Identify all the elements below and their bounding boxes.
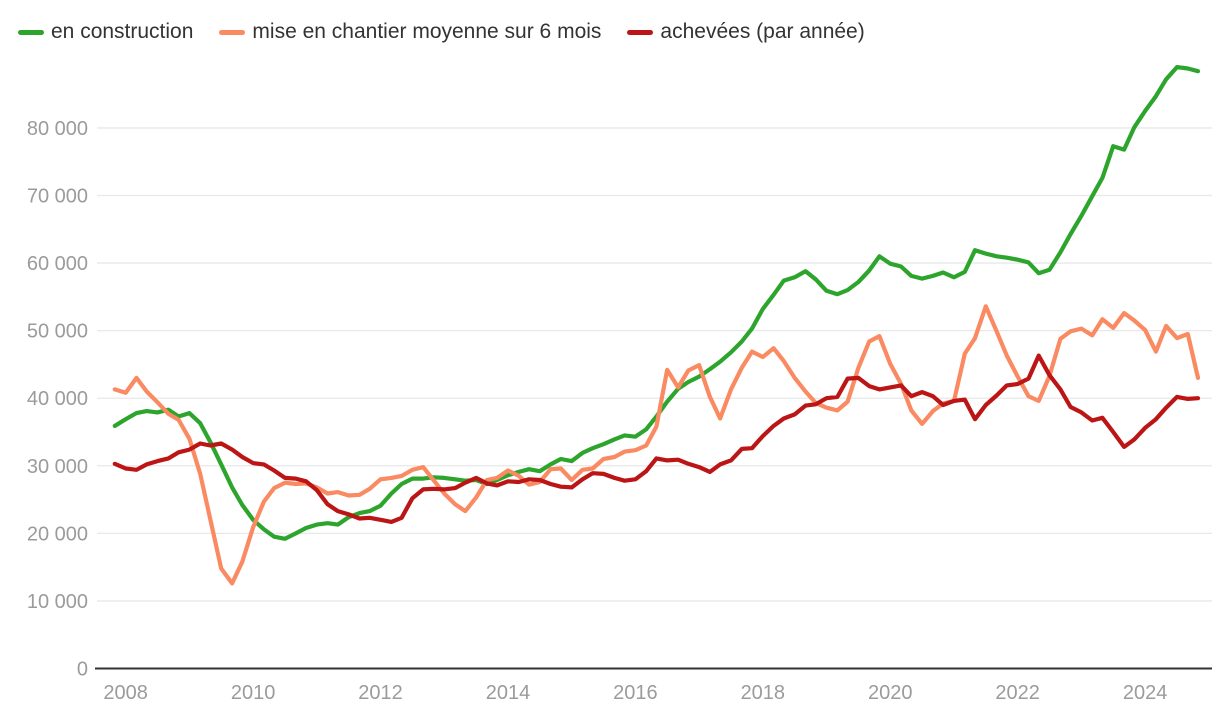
legend-swatch-green-icon: [18, 29, 44, 35]
y-axis-tick-label: 40 000: [27, 388, 88, 410]
legend-item-en-construction: en construction: [18, 20, 193, 44]
legend-swatch-darkred-icon: [627, 29, 654, 35]
legend-swatch-orange-icon: [219, 29, 246, 35]
x-axis-tick-label: 2020: [868, 682, 913, 704]
y-axis-tick-label: 30 000: [27, 456, 88, 478]
series-line-1: [112, 304, 1201, 586]
y-axis-tick-label: 10 000: [27, 591, 88, 613]
x-axis-tick-label: 2024: [1123, 682, 1168, 704]
y-axis-tick-label: 50 000: [27, 321, 88, 343]
x-axis-tick-label: 2018: [741, 682, 786, 704]
x-axis-tick-label: 2016: [613, 682, 658, 704]
x-axis-tick-label: 2010: [231, 682, 276, 704]
y-axis-tick-label: 0: [77, 659, 88, 681]
y-axis-tick-label: 20 000: [27, 523, 88, 545]
legend-label-mise-en-chantier: mise en chantier moyenne sur 6 mois: [252, 20, 602, 43]
series-line-2: [112, 353, 1201, 524]
y-axis-tick-label: 70 000: [27, 186, 88, 208]
x-axis-tick-label: 2008: [103, 682, 148, 704]
x-axis-tick-label: 2012: [358, 682, 403, 704]
legend-label-achevees: achevées (par année): [660, 20, 865, 43]
y-axis-tick-label: 60 000: [27, 253, 88, 275]
legend-label-en-construction: en construction: [51, 20, 194, 43]
legend: en construction mise en chantier moyenne…: [18, 20, 865, 44]
legend-item-achevees: achevées (par année): [627, 20, 865, 44]
x-axis-tick-label: 2014: [486, 682, 531, 704]
y-axis-tick-label: 80 000: [27, 118, 88, 140]
legend-item-mise-en-chantier: mise en chantier moyenne sur 6 mois: [219, 20, 601, 44]
x-axis-tick-label: 2022: [995, 682, 1040, 704]
series-line-0: [112, 65, 1201, 541]
